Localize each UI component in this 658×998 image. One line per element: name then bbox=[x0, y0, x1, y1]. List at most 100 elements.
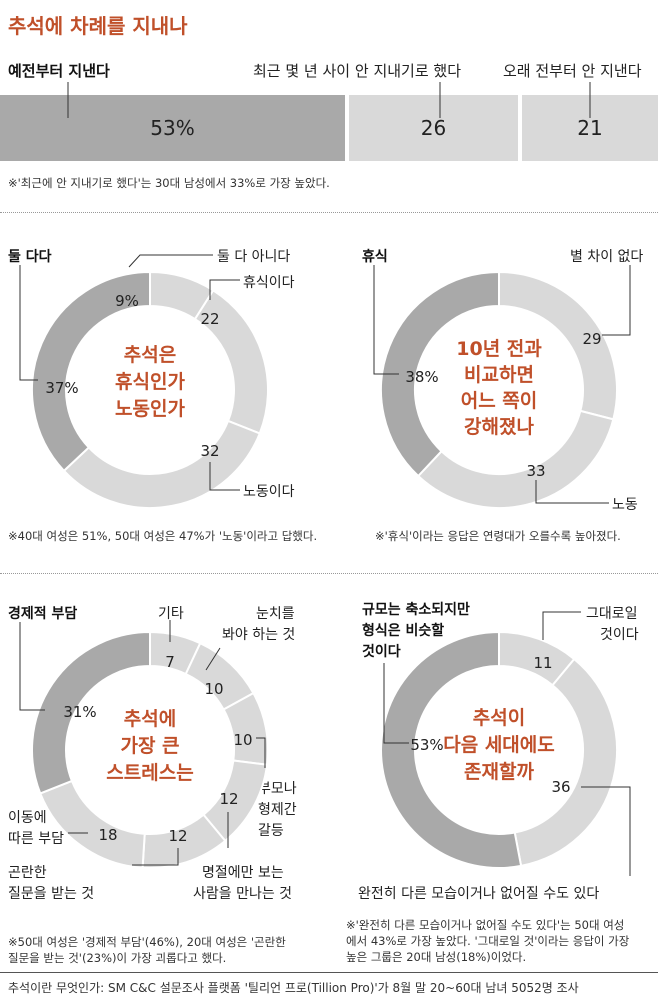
divider-1 bbox=[0, 212, 658, 213]
d1-leader-32 bbox=[209, 462, 240, 491]
d3-value-10b: 10 bbox=[233, 731, 252, 749]
bar-value-2: 26 bbox=[420, 116, 447, 140]
d3-label-family-3: 갈등 bbox=[258, 823, 284, 839]
d3-label-question-2: 질문을 받는 것 bbox=[8, 886, 95, 902]
d1-center-line-3: 노동인가 bbox=[115, 398, 185, 420]
bar-value-1: 53% bbox=[150, 116, 195, 140]
d4-leader-53 bbox=[383, 663, 409, 744]
bar-label-2: 최근 몇 년 사이 안 지내기로 했다 bbox=[253, 62, 462, 80]
bar-note: ※'최근에 안 지내기로 했다'는 30대 남성에서 33%로 가장 높았다. bbox=[8, 176, 330, 190]
d2-value-29: 29 bbox=[582, 330, 601, 348]
donut4-slice-3 bbox=[380, 630, 523, 869]
d2-leader-33 bbox=[535, 480, 609, 504]
d3-label-eyes-1: 눈치를 bbox=[256, 606, 295, 622]
d3-value-7: 7 bbox=[165, 653, 175, 671]
d2-center-line-1: 10년 전과 bbox=[456, 338, 542, 360]
d2-center-line-4: 강해졌나 bbox=[464, 416, 534, 438]
donut-4: 11 36 53% 추석이 다음 세대에도 존재할까 bbox=[380, 611, 631, 876]
d1-center-line-2: 휴식인가 bbox=[115, 371, 185, 393]
d1-label-neither: 둘 다 아니다 bbox=[217, 249, 291, 265]
divider-2 bbox=[0, 573, 658, 574]
d4-label-same-1: 그대로일 bbox=[586, 606, 638, 622]
d1-label-rest: 휴식이다 bbox=[243, 275, 295, 291]
d4-label-shrink-1: 규모는 축소되지만 bbox=[362, 602, 470, 618]
d3-value-10a: 10 bbox=[204, 680, 223, 698]
d4-center-line-3: 존재할까 bbox=[464, 760, 534, 783]
donut2-slice-3 bbox=[380, 270, 500, 478]
d4-leader-36 bbox=[581, 786, 631, 876]
d4-center-line-1: 추석이 bbox=[473, 707, 525, 729]
d1-value-32: 32 bbox=[200, 442, 219, 460]
d4-label-shrink-3: 것이다 bbox=[362, 644, 401, 660]
bar-label-1: 예전부터 지낸다 bbox=[8, 62, 110, 80]
d1-value-37: 37% bbox=[45, 379, 78, 397]
d3-label-move-2: 따른 부담 bbox=[8, 831, 64, 847]
d1-note: ※40대 여성은 51%, 50대 여성은 47%가 '노동'이라고 답했다. bbox=[8, 529, 318, 543]
d4-label-shrink-2: 형식은 비슷할 bbox=[362, 623, 445, 639]
d3-value-18: 18 bbox=[98, 826, 117, 844]
d3-label-meet-1: 명절에만 보는 bbox=[202, 865, 284, 881]
d3-center-line-2: 가장 큰 bbox=[120, 735, 179, 757]
d4-value-53: 53% bbox=[410, 736, 443, 754]
d2-value-33: 33 bbox=[526, 462, 545, 480]
d3-value-31: 31% bbox=[63, 703, 96, 721]
d2-label-labor: 노동 bbox=[612, 497, 638, 513]
donut1-slice-4 bbox=[31, 270, 151, 473]
donut-1-segments bbox=[31, 270, 269, 509]
d2-center-line-2: 비교하면 bbox=[464, 364, 534, 386]
d3-label-question-1: 곤란한 bbox=[8, 865, 47, 881]
bar-leader-lines bbox=[67, 82, 591, 118]
d3-label-eyes-2: 봐야 하는 것 bbox=[222, 627, 296, 643]
d3-label-meet-2: 사람을 만나는 것 bbox=[193, 886, 293, 902]
footer-rule bbox=[0, 972, 658, 973]
d3-note-2: 질문을 받는 것'(23%)이 가장 괴롭다고 했다. bbox=[8, 951, 227, 965]
d2-label-nodiff: 별 차이 없다 bbox=[570, 249, 644, 265]
d4-value-36: 36 bbox=[551, 778, 570, 796]
donut-2: 29 33 38% 10년 전과 비교하면 어느 쪽이 강해졌나 bbox=[373, 265, 631, 509]
d1-center-line-1: 추석은 bbox=[124, 344, 176, 366]
d2-value-38: 38% bbox=[405, 368, 438, 386]
donut2-slice-2 bbox=[416, 409, 615, 509]
bar-value-3: 21 bbox=[577, 116, 603, 140]
d4-note-2: 에서 43%로 가장 높았다. '그대로일 것'이라는 응답이 가장 bbox=[346, 934, 630, 948]
d3-center-line-1: 추석에 bbox=[124, 708, 176, 730]
donut-2-segments bbox=[380, 270, 618, 509]
d3-label-move-1: 이동에 bbox=[8, 810, 47, 826]
d1-value-22: 22 bbox=[200, 310, 219, 328]
d3-leader-10b bbox=[256, 737, 266, 768]
bar-label-3: 오래 전부터 안 지낸다 bbox=[503, 62, 642, 80]
d1-leader-22 bbox=[209, 279, 240, 300]
d3-value-12b: 12 bbox=[168, 827, 187, 845]
donut4-slice-2 bbox=[513, 657, 618, 868]
donut-4-segments bbox=[380, 630, 618, 869]
footer-source: 추석이란 무엇인가: SM C&C 설문조사 플랫폼 '틸리언 프로(Tilli… bbox=[8, 981, 579, 995]
d3-label-family-1: 부모나 bbox=[258, 781, 297, 797]
d3-leader-31 bbox=[19, 622, 45, 711]
d3-note-1: ※50대 여성은 '경제적 부담'(46%), 20대 여성은 '곤란한 bbox=[8, 935, 286, 949]
d3-leader-12b bbox=[132, 848, 179, 866]
d2-leader-38 bbox=[373, 265, 399, 375]
bar-segment-1: 53% bbox=[0, 95, 345, 161]
d3-value-12a: 12 bbox=[219, 790, 238, 808]
d2-leader-29 bbox=[602, 265, 631, 336]
d3-leader-10a bbox=[205, 647, 221, 671]
d4-leader-11 bbox=[542, 611, 581, 640]
d4-note-3: 높은 그룹은 20대 남성(18%)이었다. bbox=[346, 950, 527, 964]
d2-label-rest: 휴식 bbox=[362, 249, 388, 265]
donut-3: 7 10 10 12 12 18 31% 추석에 가장 큰 스트레스는 bbox=[19, 620, 269, 869]
d2-center-line-3: 어느 쪽이 bbox=[461, 390, 538, 412]
donut3-slice-7 bbox=[31, 630, 151, 795]
d4-value-11: 11 bbox=[533, 654, 552, 672]
d1-label-labor: 노동이다 bbox=[243, 484, 295, 500]
d4-center-line-2: 다음 세대에도 bbox=[443, 734, 555, 756]
donut-3-segments bbox=[31, 630, 269, 869]
d4-label-change: 완전히 다른 모습이거나 없어질 수도 있다 bbox=[358, 886, 600, 902]
d3-label-family-2: 형제간 bbox=[258, 802, 297, 818]
d1-leader-37 bbox=[19, 265, 38, 381]
d1-value-9: 9% bbox=[115, 292, 139, 310]
d3-center-line-3: 스트레스는 bbox=[106, 762, 193, 784]
d3-label-economic: 경제적 부담 bbox=[8, 606, 78, 622]
donut3-slice-6 bbox=[38, 779, 146, 869]
d4-note-1: ※'완전히 다른 모습이거나 없어질 수도 있다'는 50대 여성 bbox=[346, 918, 625, 932]
d1-leader-9 bbox=[128, 254, 213, 268]
